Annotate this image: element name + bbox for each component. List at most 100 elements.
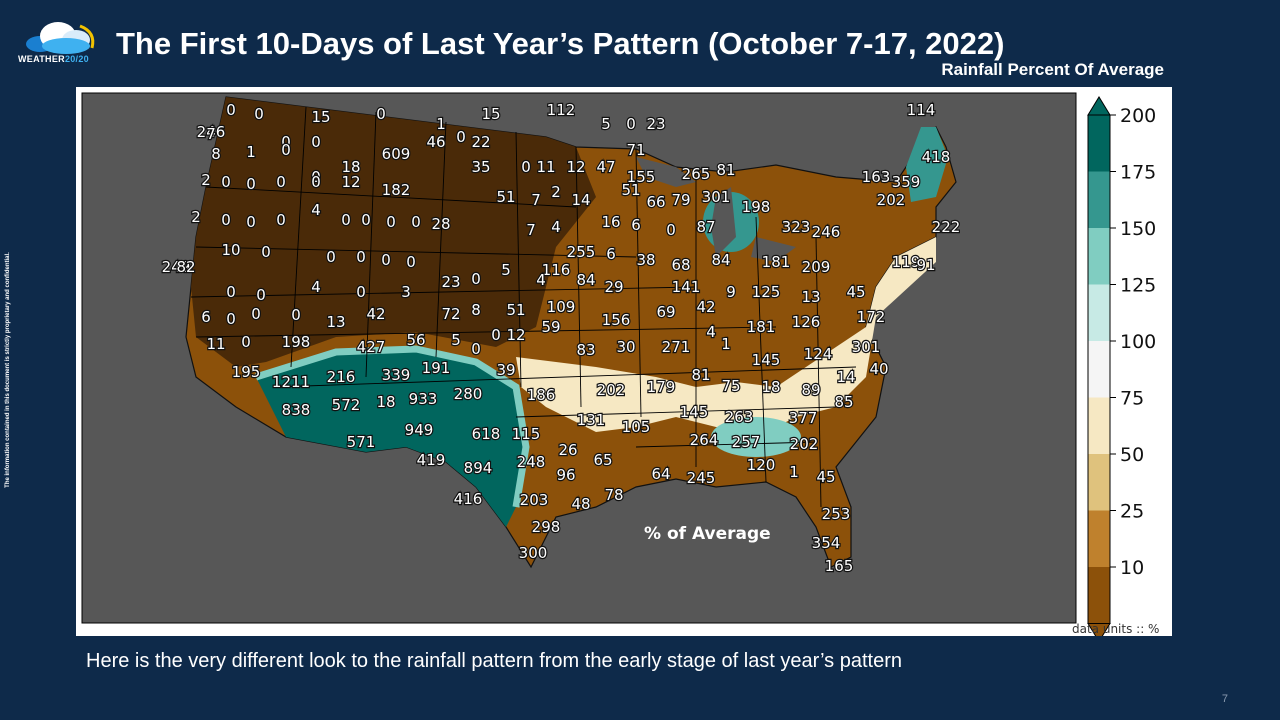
value-label: 155 bbox=[627, 168, 656, 186]
value-label: 0 bbox=[491, 326, 501, 344]
value-label: 6 bbox=[631, 216, 641, 234]
value-label: 181 bbox=[762, 253, 791, 271]
colorbar-tick-label: 100 bbox=[1120, 331, 1156, 353]
value-label: 0 bbox=[311, 133, 321, 151]
colorbar-tick-label: 75 bbox=[1120, 388, 1144, 410]
colorbar-segment bbox=[1088, 567, 1110, 624]
state-borders bbox=[190, 106, 857, 508]
value-label: 0 bbox=[361, 211, 371, 229]
value-label: 2 bbox=[191, 208, 201, 226]
value-label: 116 bbox=[542, 261, 571, 279]
value-label: 42 bbox=[366, 305, 385, 323]
value-label: 0 bbox=[456, 128, 466, 146]
value-label: 10 bbox=[221, 241, 240, 259]
value-label: 0 bbox=[471, 270, 481, 288]
value-label: 186 bbox=[527, 386, 556, 404]
value-label: 323 bbox=[782, 218, 811, 236]
percent-of-average-label: % of Average bbox=[644, 524, 771, 544]
value-label: 18 bbox=[341, 158, 360, 176]
value-label: 301 bbox=[852, 338, 881, 356]
value-label: 0 bbox=[221, 173, 231, 191]
value-label: 0 bbox=[311, 168, 321, 186]
colorbar-segment bbox=[1088, 510, 1110, 567]
value-label: 0 bbox=[666, 221, 676, 239]
value-label: 29 bbox=[604, 278, 623, 296]
value-label: 8 bbox=[211, 145, 221, 163]
slide-caption: Here is the very different look to the r… bbox=[86, 650, 902, 672]
value-label: 12 bbox=[341, 173, 360, 191]
value-label: 0 bbox=[251, 305, 261, 323]
value-label: 1211 bbox=[272, 373, 310, 391]
value-label: 78 bbox=[604, 486, 623, 504]
value-label: 81 bbox=[716, 161, 735, 179]
value-label: 271 bbox=[662, 338, 691, 356]
value-label: 246 bbox=[812, 223, 841, 241]
value-label: 4 bbox=[311, 201, 321, 219]
value-label: 46 bbox=[426, 133, 445, 151]
value-label: 82 bbox=[176, 258, 195, 276]
value-label: 84 bbox=[711, 251, 730, 269]
value-label: 0 bbox=[376, 105, 386, 123]
colorbar-tick-label: 150 bbox=[1120, 218, 1156, 240]
value-label: 933 bbox=[409, 390, 438, 408]
value-label: 0 bbox=[281, 141, 291, 159]
value-label: 172 bbox=[857, 308, 886, 326]
value-label: 202 bbox=[790, 435, 819, 453]
colorbar-segment bbox=[1088, 284, 1110, 341]
value-label: 216 bbox=[327, 368, 356, 386]
value-label: 56 bbox=[406, 331, 425, 349]
value-label: 14 bbox=[571, 191, 590, 209]
colorbar-max-arrow bbox=[1087, 96, 1111, 116]
colorbar-segment bbox=[1088, 115, 1110, 172]
value-label: 0 bbox=[261, 243, 271, 261]
value-label: 6 bbox=[606, 245, 616, 263]
value-label: 45 bbox=[846, 283, 865, 301]
value-label: 23 bbox=[646, 115, 665, 133]
value-label: 0 bbox=[356, 248, 366, 266]
value-label: 0 bbox=[241, 333, 251, 351]
very-wet-region bbox=[256, 349, 526, 527]
value-label: 419 bbox=[417, 451, 446, 469]
value-label: 30 bbox=[616, 338, 635, 356]
value-label: 40 bbox=[869, 360, 888, 378]
value-label: 165 bbox=[825, 557, 854, 575]
value-label: 16 bbox=[601, 213, 620, 231]
page-number: 7 bbox=[1221, 693, 1228, 705]
value-label: 1 bbox=[721, 335, 731, 353]
value-label: 114 bbox=[907, 101, 936, 119]
value-label: 145 bbox=[680, 403, 709, 421]
value-label: 141 bbox=[672, 278, 701, 296]
value-label: 4 bbox=[706, 323, 716, 341]
value-label: 571 bbox=[347, 433, 376, 451]
value-label: 1 bbox=[789, 463, 799, 481]
value-label: 0 bbox=[626, 115, 636, 133]
colorbar-tick-label: 125 bbox=[1120, 275, 1156, 297]
value-label: 377 bbox=[789, 409, 818, 427]
value-label: 13 bbox=[801, 288, 820, 306]
value-label: 0 bbox=[356, 283, 366, 301]
colorbar-tick-label: 175 bbox=[1120, 162, 1156, 184]
value-label: 42 bbox=[696, 298, 715, 316]
value-label: 255 bbox=[567, 243, 596, 261]
confidentiality-note: The information contained in this docume… bbox=[2, 210, 14, 530]
value-label: 13 bbox=[326, 313, 345, 331]
value-label: 35 bbox=[471, 158, 490, 176]
value-label: 4 bbox=[311, 278, 321, 296]
value-label: 263 bbox=[725, 408, 754, 426]
value-label: 280 bbox=[454, 385, 483, 403]
value-label: 249 bbox=[162, 258, 191, 276]
value-label: 418 bbox=[922, 148, 951, 166]
value-label: 246 bbox=[197, 123, 226, 141]
colorbar-segment bbox=[1088, 341, 1110, 398]
value-label: 125 bbox=[752, 283, 781, 301]
value-label: 91 bbox=[916, 256, 935, 274]
value-label: 85 bbox=[834, 393, 853, 411]
value-label: 109 bbox=[547, 298, 576, 316]
value-label: 11 bbox=[536, 158, 555, 176]
value-label: 191 bbox=[422, 359, 451, 377]
value-label: 7 bbox=[526, 221, 536, 239]
value-label: 609 bbox=[382, 145, 411, 163]
value-label: 354 bbox=[812, 534, 841, 552]
value-label: 203 bbox=[520, 491, 549, 509]
